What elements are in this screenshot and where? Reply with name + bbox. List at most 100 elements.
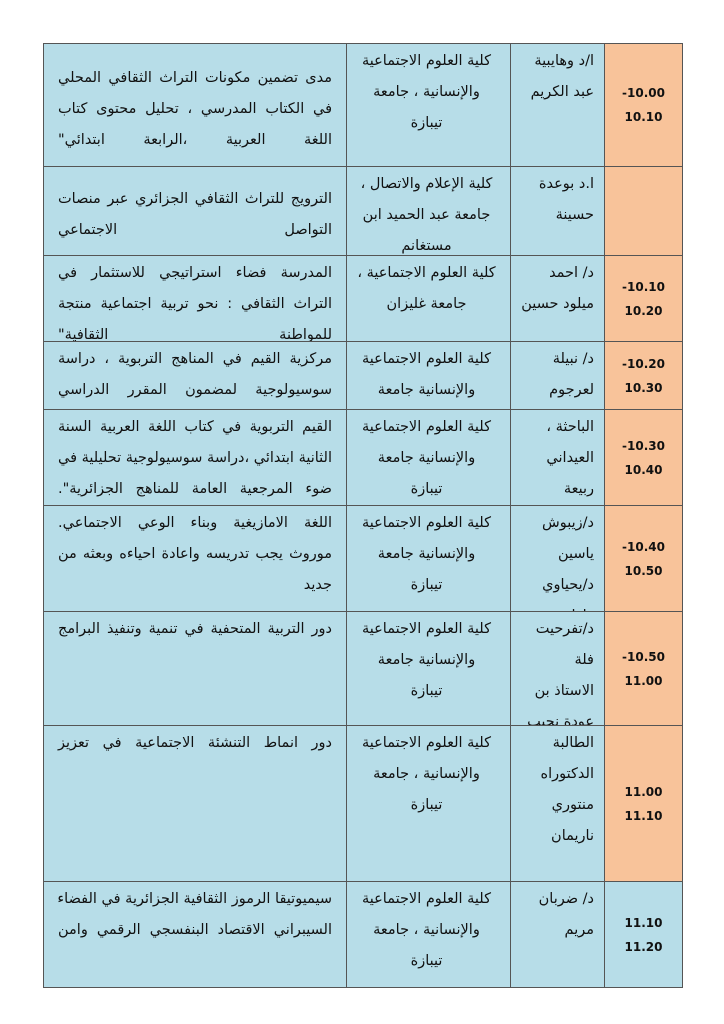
affiliation-cell: كلية العلوم الاجتماعية والإنسانية جامعة [347,342,511,409]
time-cell: -10.50 11.00 [605,612,683,725]
text-line: 11.00 [624,673,663,688]
affiliation-cell: كلية العلوم الاجتماعية والإنسانية جامعة تي… [347,612,511,725]
text-line: الدكتوراه [540,766,594,782]
time-cell: -10.40 10.50 [605,506,683,611]
table-row: 11.10 11.20 د/ ضربان مريم كلية العلوم الاجتم… [44,882,683,988]
text-line: منتوري [551,797,594,813]
text-line: موروث يجب تدريسه واعادة احياءه وبعثه من [58,546,332,562]
text-line: والإنسانية ، جامعة [373,84,480,100]
text-line: ميلود حسين [521,296,594,312]
time-cell: -10.10 10.20 [605,256,683,341]
text-line: والإنسانية ، جامعة [373,922,480,938]
title-cell: مركزية القيم في المناهج التربوية ، دراسة… [44,342,347,409]
name-cell: د/زيبوش ياسين د/يحياوي فاطمة [511,506,605,611]
text-line: جديد [303,577,332,593]
text-line: د/تفرحيت [535,621,594,637]
text-line: فلة [574,652,594,668]
table-row: 11.00 11.10 الطالبة الدكتوراه منتوري ناريمان ك… [44,726,683,882]
text-line: السيبراني الاقتصاد البنفسجي الرقمي وامن [58,922,332,938]
name-cell: الباحثة ، العيداني ربيعة [511,410,605,505]
text-line: مركزية القيم في المناهج التربوية ، دراسة [58,351,332,367]
text-line: 10.30 [624,380,663,395]
text-line: 11.10 [624,808,663,823]
text-line: التواصل الاجتماعي [58,222,332,238]
text-line: عودة نجيب [527,714,594,725]
affiliation-cell: كلية العلوم الاجتماعية والإنسانية ، جامعة… [347,726,511,881]
text-line: ا/د وهايبية [534,53,594,69]
schedule-table: -10.00 10.10 ا/د وهايبية عبد الكريم كلية الع… [43,43,683,988]
title-cell: سيميوتيقا الرموز الثقافية الجزائرية في ا… [44,882,347,987]
text-line: كلية العلوم الاجتماعية ، [357,265,496,281]
title-cell: دور التربية المتحفية في تنمية وتنفيذ الب… [44,612,347,725]
table-row: ا.د بوعدة حسينة كلية الإعلام والاتصال ، جام… [44,167,683,256]
text-line: في الكتاب المدرسي ، تحليل محتوى كتاب [58,100,332,117]
text-line: كلية العلوم الاجتماعية [361,735,492,751]
text-line: للمواطنة الثقافية" [58,327,332,341]
title-cell: دور انماط التنشئة الاجتماعية في تعزيز [44,726,347,881]
text-line: 10.40 [624,462,663,477]
name-cell: ا/د وهايبية عبد الكريم [511,44,605,166]
text-line: كلية الإعلام والاتصال ، [360,176,493,192]
text-line: التراث الثقافي : نحو تربية اجتماعية منتج… [58,296,332,312]
text-line: اللغة العربية ،الرابعة ابتدائي" [58,131,332,148]
table-row: -10.40 10.50 د/زيبوش ياسين د/يحياوي فاطمة كلية… [44,506,683,612]
text-line: 10.50 [624,563,663,578]
name-cell: د/ احمد ميلود حسين [511,256,605,341]
text-line: كلية العلوم الاجتماعية [361,351,492,367]
text-line: د/ نبيلة [552,351,594,367]
time-cell: -10.00 10.10 [605,44,683,166]
text-line: مدى تضمين مكونات التراث الثقافي المحلي [58,69,332,86]
text-line: -10.00 [622,86,665,100]
table-row: -10.50 11.00 د/تفرحيت فلة الاستاذ بن عودة نجي… [44,612,683,726]
text-line: عبد الكريم [530,84,594,100]
text-line: والإنسانية جامعة [377,652,476,668]
text-line: 10.10 [624,110,663,124]
affiliation-cell: كلية العلوم الاجتماعية ، جامعة غليزان [347,256,511,341]
name-cell: الطالبة الدكتوراه منتوري ناريمان [511,726,605,881]
name-cell: د/تفرحيت فلة الاستاذ بن عودة نجيب [511,612,605,725]
affiliation-cell: كلية العلوم الاجتماعية والإنسانية جامعة تي… [347,410,511,505]
text-line: د/زيبوش [542,515,594,531]
text-line: دور انماط التنشئة الاجتماعية في تعزيز [58,735,332,751]
text-line: كلية العلوم الاجتماعية [361,515,492,531]
text-line: ناريمان [551,828,594,844]
text-line: حسينة [555,207,594,223]
affiliation-cell: كلية العلوم الاجتماعية والإنسانية جامعة تي… [347,506,511,611]
text-line: 11.10 [624,915,663,930]
text-line: المدرسة فضاء استراتيجي للاستثمار في [58,265,332,281]
text-line: القيم التربوية في كتاب اللغة العربية الس… [58,419,332,435]
affiliation-cell: كلية الإعلام والاتصال ، جامعة عبد الحميد … [347,167,511,255]
title-cell: المدرسة فضاء استراتيجي للاستثمار في الترا… [44,256,347,341]
time-cell [605,167,683,255]
text-line: -10.30 [622,438,665,453]
text-line: جامعة عبد الحميد ابن [362,207,491,223]
text-line: فاطمة [515,601,594,611]
text-line: -10.50 [622,649,665,664]
text-line: تيبازة [410,797,443,813]
table-row: -10.10 10.20 د/ احمد ميلود حسين كلية العلوم … [44,256,683,342]
text-line: -10.10 [622,279,665,294]
text-line: تيبازة [410,953,443,969]
table-row: -10.00 10.10 ا/د وهايبية عبد الكريم كلية الع… [44,44,683,167]
text-line: تيبازة [410,481,443,497]
title-cell: الترويج للتراث الثقافي الجزائري عبر منصا… [44,167,347,255]
table-row: -10.30 10.40 الباحثة ، العيداني ربيعة كلية ال… [44,410,683,506]
text-line: الاستاذ بن [534,683,594,699]
text-line: سيميوتيقا الرموز الثقافية الجزائرية في ا… [57,891,332,907]
time-cell: 11.10 11.20 [605,882,683,987]
title-cell: اللغة الامازيغية وبناء الوعي الاجتماعي. م… [44,506,347,611]
text-line: سوسيولوجية لمضمون المقرر الدراسي [58,382,332,398]
text-line: 11.00 [624,784,663,799]
time-cell: -10.30 10.40 [605,410,683,505]
text-line: مستغانم [401,238,452,254]
text-line: د/ ضربان [538,891,594,907]
text-line: ضوء المرجعية العامة للمناهج الجزائرية". [58,481,332,497]
text-line: 10.20 [624,303,663,318]
text-line: ياسين [557,546,594,562]
affiliation-cell: كلية العلوم الاجتماعية والإنسانية ، جامعة… [347,44,511,166]
text-line: والإنسانية ، جامعة [373,766,480,782]
text-line: كلية العلوم الاجتماعية [361,891,492,907]
text-line: كلية العلوم الاجتماعية [361,53,492,69]
text-line: العيداني [546,450,594,466]
